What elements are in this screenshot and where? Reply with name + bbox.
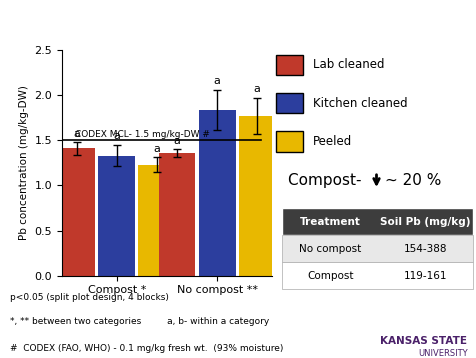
Bar	[98, 156, 135, 276]
Text: UNIVERSITY: UNIVERSITY	[417, 349, 466, 358]
Text: CODEX MCL- 1.5 mg/kg-DW #: CODEX MCL- 1.5 mg/kg-DW #	[75, 130, 209, 139]
Text: No compost: No compost	[298, 243, 361, 253]
Text: p<0.05 (split plot design, 4 blocks): p<0.05 (split plot design, 4 blocks)	[10, 294, 168, 303]
Text: a: a	[113, 131, 120, 141]
Text: 154-388: 154-388	[403, 243, 446, 253]
Text: Soil Pb (mg/kg): Soil Pb (mg/kg)	[380, 217, 470, 227]
Text: a: a	[253, 84, 260, 94]
Text: Treatment: Treatment	[299, 217, 360, 227]
Y-axis label: Pb concentration (mg/kg-DW): Pb concentration (mg/kg-DW)	[19, 86, 29, 240]
Text: *, ** between two categories         a, b- within a category: *, ** between two categories a, b- withi…	[10, 317, 268, 326]
Text: a: a	[173, 136, 180, 146]
FancyBboxPatch shape	[281, 235, 472, 262]
Bar	[238, 116, 275, 276]
Text: ~ 20 %: ~ 20 %	[384, 173, 440, 188]
Bar	[158, 153, 195, 276]
FancyBboxPatch shape	[281, 262, 472, 289]
Text: #  CODEX (FAO, WHO) - 0.1 mg/kg fresh wt.  (93% moisture): # CODEX (FAO, WHO) - 0.1 mg/kg fresh wt.…	[10, 344, 282, 353]
Text: a: a	[153, 144, 160, 154]
Text: Compost-: Compost-	[288, 173, 366, 188]
Text: Lab cleaned: Lab cleaned	[312, 58, 384, 71]
Text: a: a	[213, 76, 220, 86]
Text: 119-161: 119-161	[403, 271, 446, 281]
Text: Compost: Compost	[307, 271, 353, 281]
Text: Peeled: Peeled	[312, 135, 351, 148]
Bar	[58, 149, 95, 276]
FancyBboxPatch shape	[276, 55, 302, 75]
Text: a: a	[73, 129, 80, 139]
FancyBboxPatch shape	[276, 131, 302, 152]
Text: Lead Concentration in Carrots: Lead Concentration in Carrots	[73, 14, 403, 33]
Text: Kitchen cleaned: Kitchen cleaned	[312, 97, 407, 110]
Bar	[198, 110, 235, 276]
Bar	[138, 165, 175, 276]
Text: KANSAS STATE: KANSAS STATE	[380, 336, 466, 346]
FancyBboxPatch shape	[276, 93, 302, 113]
FancyBboxPatch shape	[281, 208, 472, 235]
